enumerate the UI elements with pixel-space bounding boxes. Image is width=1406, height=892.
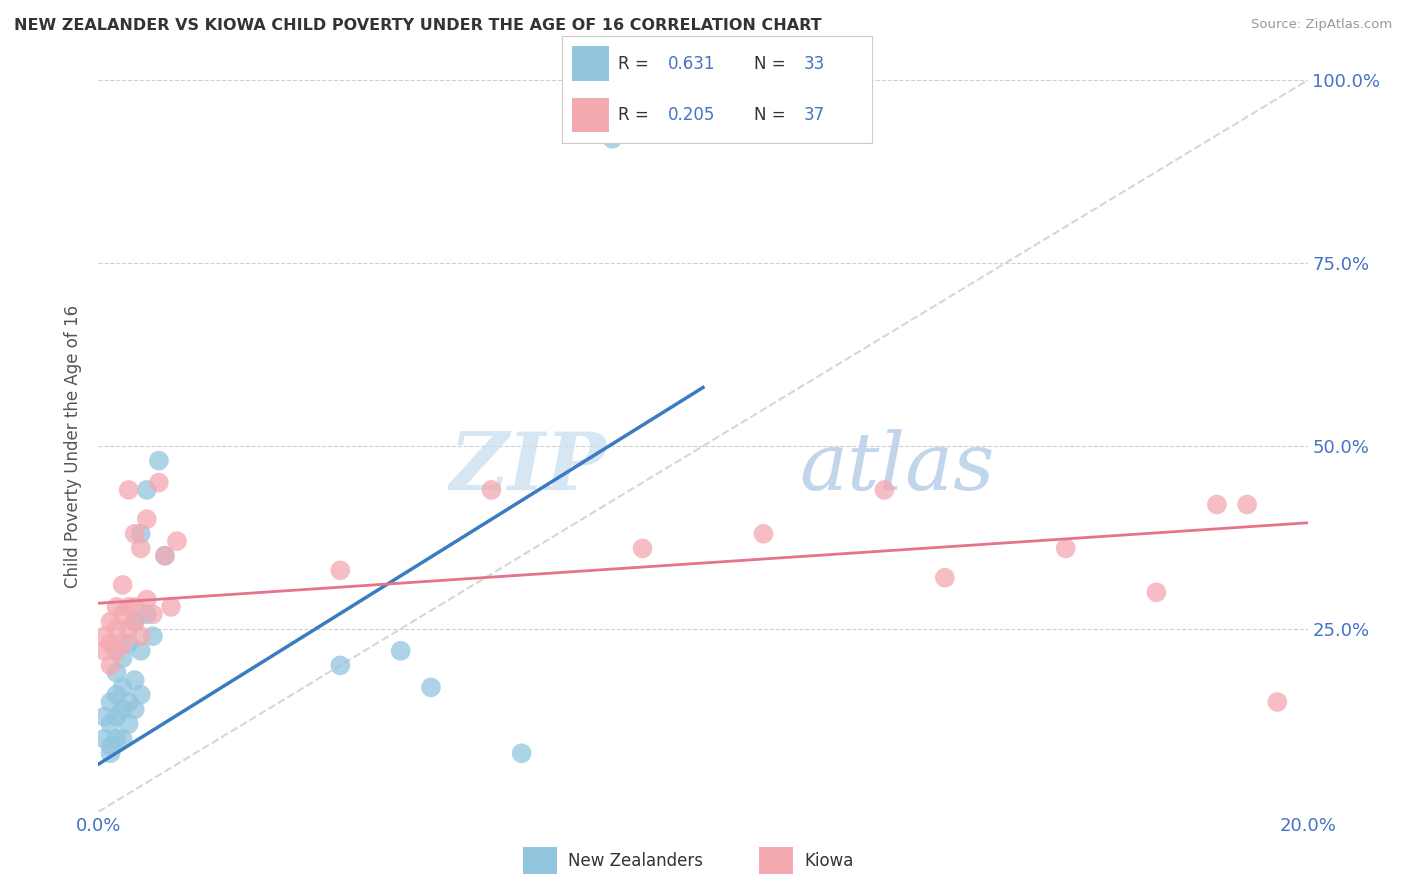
Point [389, 644, 412, 658]
Point [93, 629, 115, 643]
Point [105, 644, 128, 658]
Point [124, 615, 146, 629]
Point [329, 658, 352, 673]
Text: 0.205: 0.205 [668, 106, 714, 124]
Point [124, 702, 146, 716]
Text: New Zealanders: New Zealanders [568, 852, 703, 870]
Point [111, 636, 134, 650]
Point [105, 622, 128, 636]
Point [100, 615, 122, 629]
Point [105, 599, 128, 614]
Point [1206, 498, 1229, 512]
Point [142, 607, 165, 622]
Point [420, 681, 443, 695]
Point [111, 702, 134, 716]
Point [100, 636, 122, 650]
Text: 33: 33 [804, 54, 825, 72]
Point [100, 746, 122, 760]
Point [111, 681, 134, 695]
Point [124, 673, 146, 687]
Point [752, 526, 775, 541]
Point [129, 644, 152, 658]
Point [118, 483, 141, 497]
Point [329, 563, 352, 577]
Point [124, 615, 146, 629]
Point [111, 578, 134, 592]
Point [481, 483, 503, 497]
Point [93, 644, 115, 658]
Text: 0.631: 0.631 [668, 54, 716, 72]
Point [166, 534, 188, 549]
Point [934, 571, 956, 585]
Bar [572, 98, 609, 132]
Point [1236, 498, 1258, 512]
Point [129, 541, 152, 556]
Point [135, 592, 157, 607]
Text: ZIP: ZIP [450, 429, 606, 507]
Point [1267, 695, 1289, 709]
Point [153, 549, 176, 563]
Point [118, 695, 141, 709]
Point [160, 599, 183, 614]
Point [148, 453, 170, 467]
Point [142, 629, 165, 643]
Point [1054, 541, 1077, 556]
Text: atlas: atlas [800, 429, 995, 507]
Point [602, 132, 624, 146]
Point [111, 731, 134, 746]
Point [118, 599, 141, 614]
Point [100, 717, 122, 731]
Point [510, 746, 533, 760]
Point [153, 549, 176, 563]
Text: Source: ZipAtlas.com: Source: ZipAtlas.com [1251, 18, 1392, 31]
Point [105, 688, 128, 702]
Point [124, 599, 146, 614]
Point [631, 541, 654, 556]
Point [105, 731, 128, 746]
Text: NEW ZEALANDER VS KIOWA CHILD POVERTY UNDER THE AGE OF 16 CORRELATION CHART: NEW ZEALANDER VS KIOWA CHILD POVERTY UND… [14, 18, 821, 33]
Point [148, 475, 170, 490]
Text: R =: R = [619, 54, 654, 72]
Point [118, 717, 141, 731]
Text: N =: N = [754, 106, 792, 124]
Point [129, 688, 152, 702]
Point [873, 483, 896, 497]
Point [135, 483, 157, 497]
Point [1144, 585, 1167, 599]
Text: N =: N = [754, 54, 792, 72]
Point [118, 622, 141, 636]
Point [100, 658, 122, 673]
Point [105, 665, 128, 680]
Point [118, 636, 141, 650]
Point [93, 731, 115, 746]
Point [129, 629, 152, 643]
Bar [572, 46, 609, 80]
Point [93, 709, 115, 723]
Point [135, 607, 157, 622]
Point [100, 695, 122, 709]
Point [105, 709, 128, 723]
Text: 37: 37 [804, 106, 825, 124]
Y-axis label: Child Poverty Under the Age of 16: Child Poverty Under the Age of 16 [65, 304, 83, 588]
Point [124, 526, 146, 541]
Point [135, 512, 157, 526]
Point [100, 739, 122, 753]
Point [111, 607, 134, 622]
Bar [523, 847, 557, 874]
Text: Kiowa: Kiowa [804, 852, 853, 870]
Point [129, 526, 152, 541]
Bar [759, 847, 793, 874]
Point [111, 651, 134, 665]
Text: R =: R = [619, 106, 654, 124]
